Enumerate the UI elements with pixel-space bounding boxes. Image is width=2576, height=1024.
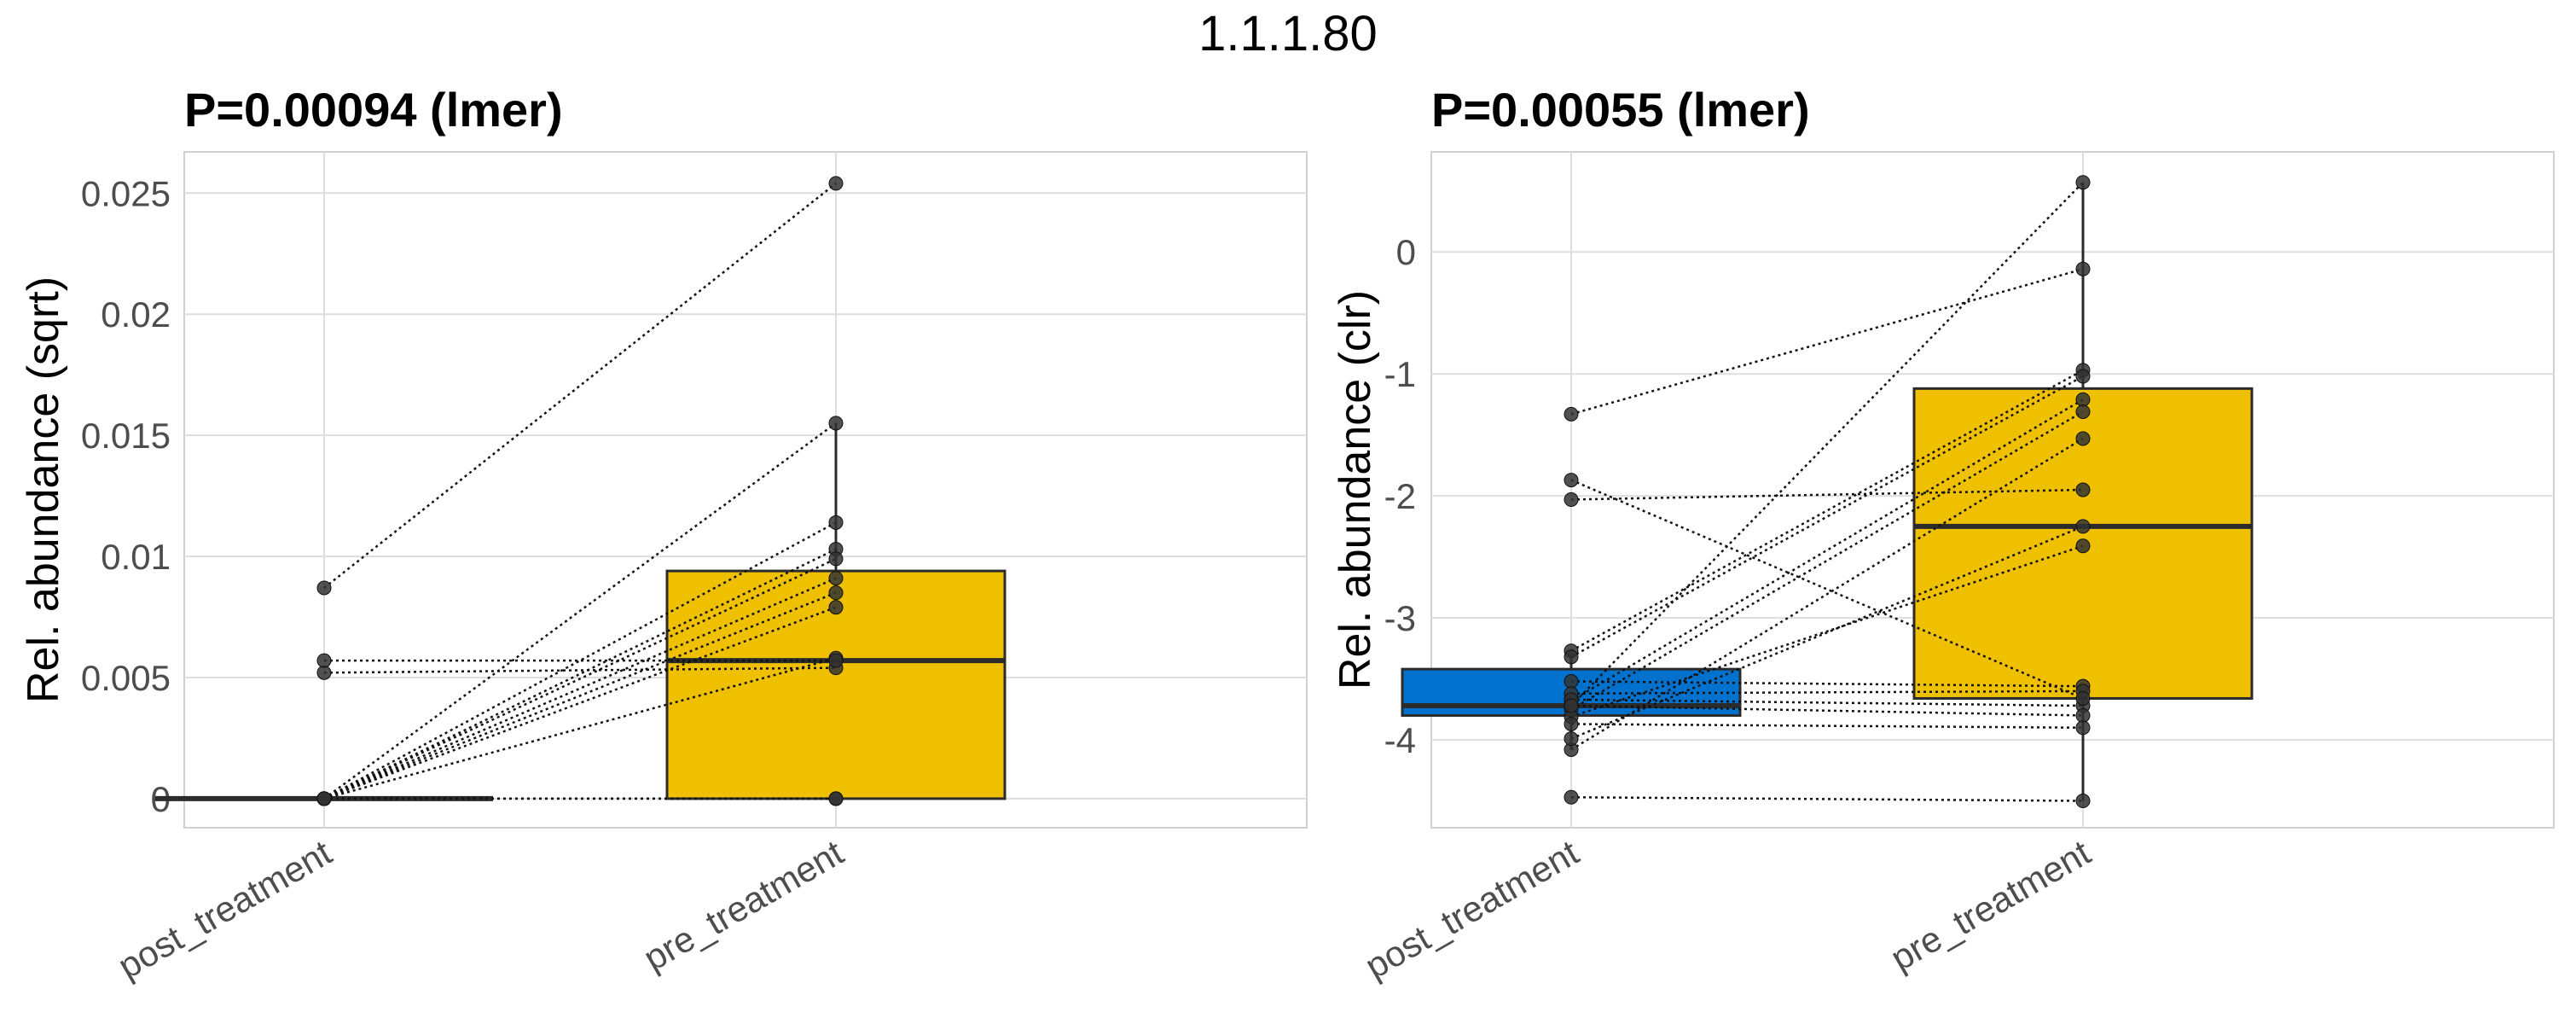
point-post [1564,406,1579,422]
x-tick-label: post_treatment [1358,832,1585,986]
pair-line [1570,544,2084,719]
panel-border [183,151,1308,829]
point-post [1564,492,1579,507]
point-pre [2075,392,2091,407]
point-post [1564,473,1579,488]
point-post [1564,789,1579,805]
point-pre [828,176,844,191]
point-pre [2075,690,2091,706]
point-pre [828,585,844,601]
figure-title: 1.1.1.80 [1198,6,1378,61]
y-tick-label: -4 [1384,720,1416,760]
pair-line [1570,268,2084,416]
y-tick-label: 0.01 [101,537,171,577]
point-post [1564,649,1579,665]
y-tick-label: -3 [1384,598,1416,638]
pair-line [1570,488,2084,501]
point-post [1564,716,1579,731]
pair-line [323,657,837,800]
point-pre [2075,369,2091,384]
point-post [316,791,332,806]
pair-line [1570,181,2084,707]
y-axis-label: Rel. abundance (clr) [1331,290,1380,689]
pair-line [1570,369,2084,652]
y-tick-label: 0 [1396,232,1416,272]
point-pre [828,515,844,530]
pair-line [323,422,837,800]
y-tick-label: -2 [1384,476,1416,516]
y-tick-label: -1 [1384,354,1416,394]
point-pre [828,653,844,668]
pair-line [1570,796,2084,802]
x-tick-label: pre_treatment [1884,832,2097,979]
y-axis-label: Rel. abundance (sqrt) [19,276,68,703]
pair-line [323,521,837,800]
pair-line [1570,437,2084,751]
point-pre [2075,431,2091,446]
point-pre [2075,538,2091,554]
point-post [316,653,332,668]
point-pre [2075,482,2091,497]
pair-line [323,606,837,800]
right-boxplot-panel: P=0.00055 (lmer) -4 -3 -2 -1 0 Rel. abundance … [1331,83,2555,986]
point-pre [828,571,844,586]
y-tick-label: 0.025 [81,173,171,213]
pair-line [1570,680,2084,688]
panel-border [1430,151,2555,829]
pair-line [323,182,837,589]
point-pre [828,791,844,806]
y-tick-label: 0.005 [81,658,171,698]
point-pre [2075,794,2091,809]
pair-line [1570,689,2084,695]
left-boxplot-panel: P=0.00094 (lmer)00.0050.010.0150.020.025… [19,83,1308,986]
pair-line [1570,723,2084,730]
point-pre [2075,175,2091,190]
pair-line [1570,525,2084,740]
point-post [316,665,332,680]
pair-line [323,666,837,674]
pair-line [323,557,837,800]
y-tick-label: 0.015 [81,416,171,456]
point-post [1564,698,1579,713]
panel-title: P=0.00055 (lmer) [1431,83,1810,137]
pair-line [1570,375,2084,658]
point-pre [2075,261,2091,276]
point-post [1564,731,1579,747]
pair-line [323,591,837,800]
panel-title: P=0.00094 (lmer) [184,83,563,137]
point-post [1564,673,1579,689]
point-pre [2075,404,2091,420]
point-pre [2075,720,2091,736]
point-pre [828,600,844,615]
pair-line [1570,704,2084,717]
point-pre [828,416,844,431]
x-tick-label: pre_treatment [637,832,850,979]
x-tick-label: post_treatment [111,832,338,986]
point-post [316,580,332,596]
y-tick-label: 0.02 [101,294,171,335]
point-pre [828,551,844,567]
pair-line [1570,698,2084,707]
point-pre [2075,707,2091,723]
point-pre [2075,519,2091,534]
